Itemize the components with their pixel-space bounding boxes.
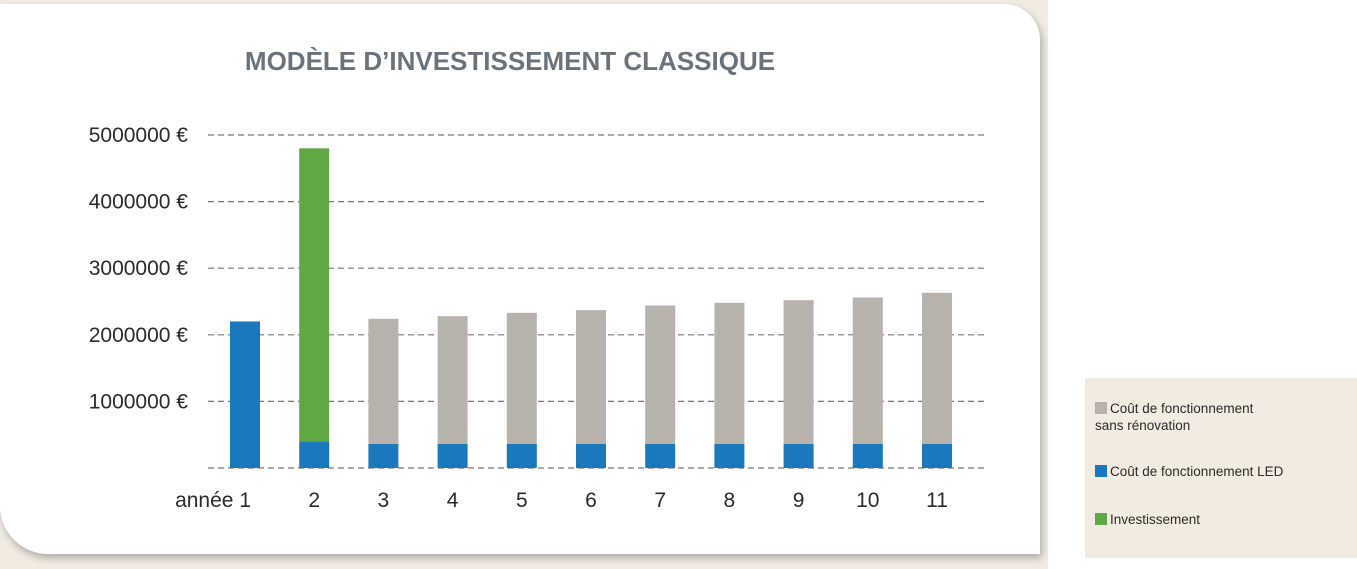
bar-segment [852, 444, 883, 468]
x-tick-label: 10 [856, 489, 879, 512]
x-tick-label: 9 [793, 489, 805, 512]
bars [230, 148, 952, 468]
y-axis-ticks: 1000000 € 2000000 € 3000000 € 4000000 € 5000… [89, 124, 189, 413]
legend-label: Investissement [1110, 512, 1201, 527]
bar-segment [368, 444, 399, 468]
bar-segment [645, 305, 676, 445]
bar-segment [299, 441, 330, 468]
legend-swatch-green [1095, 513, 1107, 525]
bar-segment [714, 302, 745, 445]
bar-segment [852, 297, 883, 445]
bar-segment [230, 321, 260, 468]
bar-segment [576, 444, 606, 468]
legend-label: Coût de fonctionnement LED [1110, 464, 1284, 479]
legend-swatch-grey [1095, 402, 1107, 414]
x-tick-label: 8 [724, 489, 736, 512]
bar-segment [714, 444, 745, 468]
bar-segment [437, 316, 468, 445]
y-tick-label: 5000000 € [89, 124, 189, 147]
bar-segment [922, 292, 952, 445]
x-tick-label: 7 [654, 489, 666, 512]
legend: Coût de fonctionnement sans rénovation C… [1085, 378, 1357, 558]
legend-item-sans-renovation: Coût de fonctionnement sans rénovation [1095, 400, 1253, 434]
x-tick-label: année 1 [175, 489, 251, 512]
legend-label-line2: sans rénovation [1095, 418, 1191, 433]
bar-segment [783, 444, 814, 468]
bar-segment [783, 300, 814, 445]
legend-label-line1: Coût de fonctionnement [1110, 401, 1254, 416]
bar-segment [506, 312, 537, 445]
x-tick-label: 6 [585, 489, 597, 512]
x-tick-label: 11 [926, 489, 948, 512]
bar-segment [645, 444, 676, 468]
legend-item-investissement: Investissement [1095, 511, 1200, 528]
x-tick-label: 2 [308, 489, 320, 512]
x-tick-label: 5 [516, 489, 528, 512]
chart-title: MODÈLE D’INVESTISSEMENT CLASSIQUE [245, 46, 775, 76]
y-tick-label: 3000000 € [89, 257, 189, 280]
x-axis-ticks: année 1 2 3 4 5 6 7 8 9 10 11 [175, 489, 948, 512]
y-tick-label: 2000000 € [89, 324, 189, 347]
bar-segment [368, 318, 399, 445]
legend-swatch-blue [1095, 465, 1107, 477]
y-tick-label: 1000000 € [89, 390, 189, 413]
bar-segment [506, 444, 537, 468]
legend-item-led: Coût de fonctionnement LED [1095, 463, 1283, 480]
x-tick-label: 4 [447, 489, 459, 512]
bar-segment [299, 148, 330, 442]
bar-segment [437, 444, 468, 468]
x-tick-label: 3 [378, 489, 390, 512]
bar-segment [576, 310, 606, 445]
bar-segment [922, 444, 952, 468]
bar-chart: MODÈLE D’INVESTISSEMENT CLASSIQUE 100000… [89, 46, 985, 512]
y-tick-label: 4000000 € [89, 191, 189, 214]
